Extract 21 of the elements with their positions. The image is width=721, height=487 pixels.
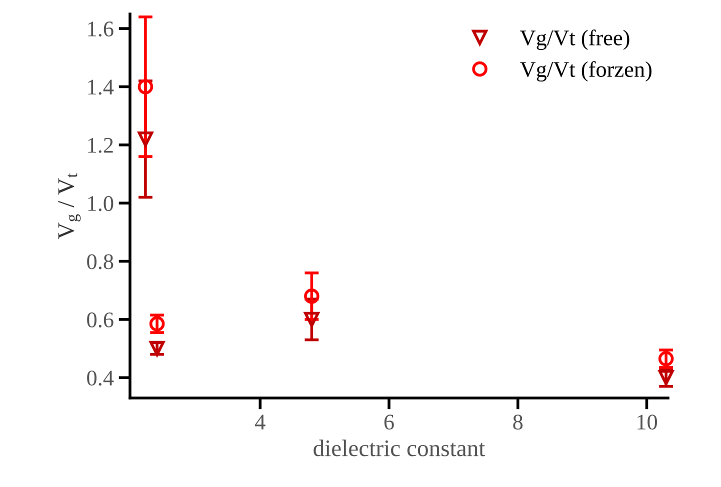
point (658, 351, 674, 366)
y-tick-label: 0.4 (87, 370, 114, 386)
y-tick-label: 1.6 (88, 22, 114, 37)
point (304, 288, 320, 304)
point (138, 131, 154, 147)
y-axis-title: V$_{g}$ / V$_{t}$ (58, 173, 81, 240)
point (138, 79, 154, 94)
y-tick-label: 1.4 (88, 80, 114, 95)
x-tick-label: 4 (255, 414, 266, 430)
point (304, 312, 320, 328)
x-axis-title: dielectric constant (314, 440, 486, 456)
legend-label: Vg/Vt (free) (520, 30, 630, 50)
x-tick-label: 6 (384, 414, 394, 430)
y-tick-label: 1.2 (88, 138, 113, 153)
y-tick-label: 0.8 (87, 254, 114, 270)
point (658, 370, 674, 386)
legend-label: Vg/Vt (forzen) (520, 61, 652, 82)
y-tick-label: 0.6 (87, 312, 114, 328)
x-tick-label: 8 (513, 414, 523, 430)
x-tick-label: 10 (638, 414, 657, 430)
y-tick-label: 1.0 (88, 196, 114, 212)
